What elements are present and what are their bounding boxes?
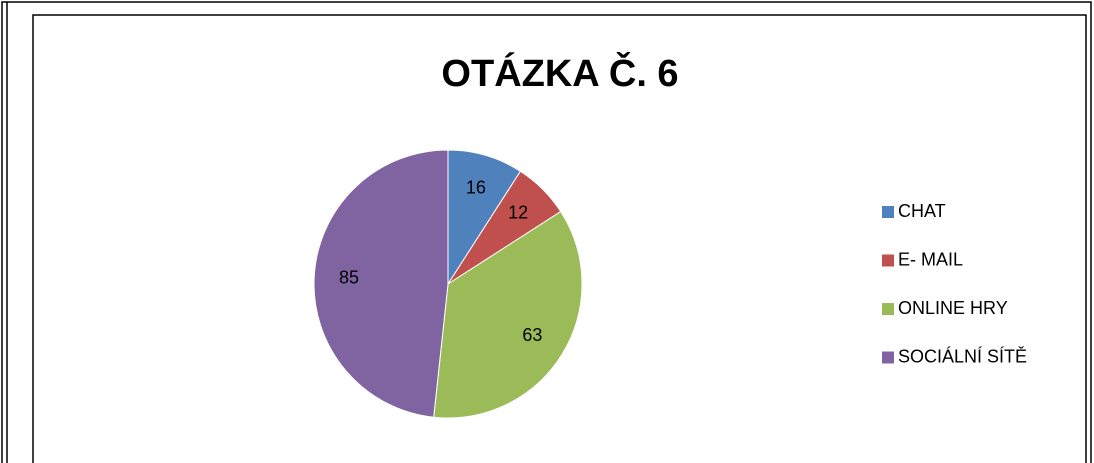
legend-swatch (882, 303, 894, 315)
data-label: 63 (522, 325, 542, 345)
legend-label: E- MAIL (898, 249, 963, 269)
pie-slice (433, 210, 583, 419)
data-label: 16 (466, 178, 486, 198)
pie-slice (313, 149, 449, 418)
data-label: 12 (508, 203, 528, 223)
legend-label: CHAT (898, 201, 946, 221)
data-label: 85 (339, 267, 359, 287)
legend-swatch (882, 254, 894, 267)
legend-swatch (882, 351, 894, 364)
legend-swatch (882, 206, 894, 218)
chart-title: OTÁZKA Č. 6 (441, 50, 678, 95)
legend-label: SOCIÁLNÍ SÍTĚ (898, 346, 1027, 366)
legend-label: ONLINE HRY (898, 298, 1008, 318)
